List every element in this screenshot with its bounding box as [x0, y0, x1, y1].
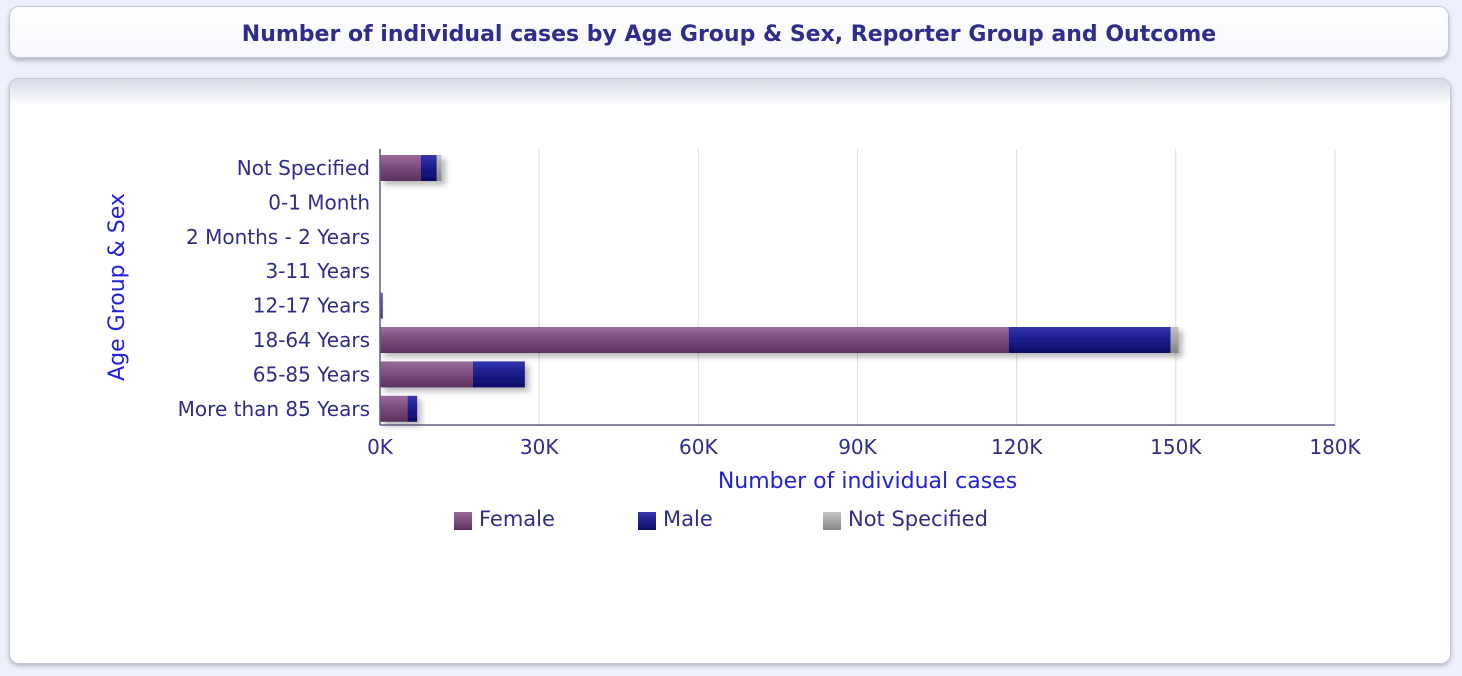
legend-label-female: Female — [479, 507, 555, 531]
x-tick-label: 30K — [520, 435, 559, 459]
title-panel: Number of individual cases by Age Group … — [9, 6, 1449, 58]
bar-segment-female[interactable] — [380, 395, 408, 422]
legend-label-not-specified: Not Specified — [848, 507, 988, 531]
bar-segment-male[interactable] — [381, 292, 383, 319]
bar-stack[interactable] — [380, 155, 442, 181]
chart-panel: 0K 30K 60K 90K 120K 150K 180K Not Specified 0-1 … — [9, 78, 1451, 664]
y-tick-label: 12-17 Years — [253, 294, 370, 318]
bar-segment-female[interactable] — [380, 327, 1009, 353]
axes — [379, 149, 1335, 426]
bar-stack[interactable] — [380, 395, 418, 422]
bar-segment-not-specified[interactable] — [436, 155, 442, 181]
x-tick-label: 150K — [1150, 435, 1202, 459]
y-tick-label: More than 85 Years — [178, 397, 370, 421]
bar-chart: 0K 30K 60K 90K 120K 150K 180K Not Specified 0-1 … — [105, 149, 1362, 494]
x-tick-label: 0K — [367, 435, 394, 459]
bar-segment-male[interactable] — [472, 361, 525, 388]
legend: Female Male Not Specified — [10, 507, 1450, 533]
y-tick-label: 2 Months - 2 Years — [186, 225, 370, 249]
page-title: Number of individual cases by Age Group … — [241, 22, 1217, 47]
legend-swatch-male — [638, 512, 656, 530]
y-tick-label: 3-11 Years — [265, 259, 370, 283]
x-tick-label: 180K — [1309, 435, 1361, 459]
panel-header-shade — [10, 79, 1450, 105]
bar-segment-male[interactable] — [1008, 327, 1171, 353]
bar-segment-male[interactable] — [407, 395, 418, 422]
gridlines — [538, 149, 1336, 425]
bar-stack[interactable] — [380, 361, 525, 388]
bar-stack[interactable] — [380, 292, 383, 319]
y-axis-title: Age Group & Sex — [105, 193, 130, 381]
x-tick-label: 90K — [838, 435, 877, 459]
x-tick-label: 120K — [991, 435, 1043, 459]
x-axis-title: Number of individual cases — [718, 469, 1017, 494]
bars — [380, 155, 1179, 422]
legend-swatch-not-specified — [823, 512, 841, 530]
bar-segment-not-specified[interactable] — [1170, 327, 1179, 353]
y-tick-label: Not Specified — [237, 156, 370, 180]
x-tick-label: 60K — [679, 435, 718, 459]
bar-segment-female[interactable] — [380, 155, 421, 181]
y-tick-label: 65-85 Years — [253, 362, 370, 386]
bar-segment-male[interactable] — [420, 155, 437, 181]
y-tick-label: 18-64 Years — [253, 328, 370, 352]
bar-segment-female[interactable] — [380, 292, 382, 319]
legend-swatch-female — [454, 512, 472, 530]
y-tick-label: 0-1 Month — [268, 190, 370, 214]
bar-segment-female[interactable] — [380, 361, 473, 388]
axis-labels: 0K 30K 60K 90K 120K 150K 180K Not Specified 0-1 … — [105, 156, 1362, 494]
legend-label-male: Male — [663, 507, 713, 531]
bar-stack[interactable] — [380, 327, 1179, 353]
